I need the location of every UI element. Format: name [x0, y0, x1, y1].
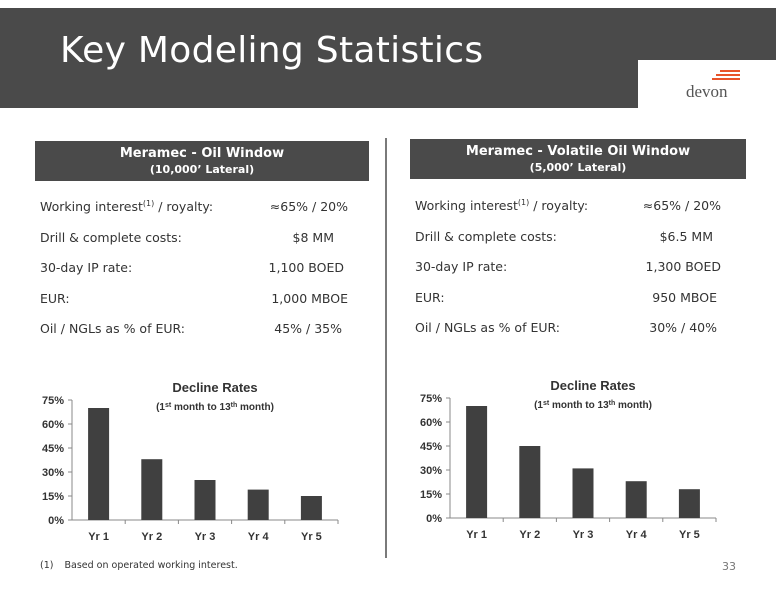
stat-row-working-interest: Working interest(1) / royalty: ≈65% / 20…: [415, 198, 721, 229]
y-tick-label: 30%: [42, 467, 64, 479]
bar-yr-5: [678, 489, 700, 518]
x-tick-label: Yr 3: [573, 529, 594, 541]
bar-yr-1: [88, 408, 110, 520]
y-tick-label: 15%: [420, 489, 442, 501]
stat-value: 30% / 40%: [649, 320, 717, 335]
stat-label: 30-day IP rate:: [415, 259, 508, 274]
panel-heading: Meramec - Oil Window: [119, 146, 285, 161]
stat-value: ≈65% / 20%: [269, 199, 348, 214]
stat-label: Drill & complete costs:: [415, 228, 557, 244]
panel-header-oil-window: Meramec - Oil Window (10,000’ Lateral): [35, 141, 369, 181]
x-tick-label: Yr 2: [519, 529, 540, 541]
y-tick-label: 30%: [420, 465, 442, 477]
stats-list-oil-window: Working interest(1) / royalty: ≈65% / 20…: [40, 199, 348, 352]
footnote: (1) Based on operated working interest.: [40, 560, 238, 571]
stat-label: Working interest(1) / royalty:: [415, 198, 589, 214]
y-tick-label: 75%: [42, 395, 64, 407]
y-tick-label: 0%: [48, 515, 64, 527]
stat-label: 30-day IP rate:: [40, 260, 133, 275]
x-tick-label: Yr 2: [141, 531, 162, 543]
stat-value: $8 MM: [292, 229, 334, 245]
x-tick-label: Yr 4: [248, 531, 270, 543]
footnote-text: Based on operated working interest.: [64, 560, 238, 571]
bar-yr-2: [141, 459, 163, 520]
chart-title: Decline Rates: [172, 380, 257, 395]
stat-row-drill-complete-costs: Drill & complete costs: $8 MM: [40, 230, 348, 261]
stat-label: EUR:: [40, 290, 70, 306]
stat-label: Oil / NGLs as % of EUR:: [40, 321, 186, 336]
logo-wordmark: devon: [686, 82, 728, 101]
center-divider: [385, 138, 387, 558]
y-tick-label: 45%: [420, 441, 442, 453]
footnote-number: (1): [40, 560, 54, 571]
stat-row-ip-rate: 30-day IP rate: 1,100 BOED: [40, 260, 348, 291]
stat-row-drill-complete-costs: Drill & complete costs: $6.5 MM: [415, 229, 721, 260]
y-tick-label: 0%: [426, 513, 442, 525]
chart-title: Decline Rates: [550, 378, 635, 393]
stat-row-eur: EUR: 950 MBOE: [415, 290, 721, 321]
chart-subtitle: (1st month to 13th month): [534, 400, 652, 412]
stat-label: Working interest(1) / royalty:: [40, 199, 214, 215]
panel-header-volatile-oil-window: Meramec - Volatile Oil Window (5,000’ La…: [410, 139, 746, 179]
page-title: Key Modeling Statistics: [60, 30, 484, 71]
stat-row-oil-ngl-share: Oil / NGLs as % of EUR: 30% / 40%: [415, 320, 721, 351]
stat-value: ≈65% / 20%: [642, 198, 721, 213]
stat-row-ip-rate: 30-day IP rate: 1,300 BOED: [415, 259, 721, 290]
bar-yr-4: [625, 481, 647, 518]
decline-rates-chart-oil-window: Decline Rates (1st month to 13th month) 0%…: [42, 380, 339, 543]
stat-value: 1,300 BOED: [645, 259, 721, 274]
x-tick-label: Yr 5: [679, 529, 700, 541]
stat-label: Oil / NGLs as % of EUR:: [415, 320, 561, 335]
y-tick-label: 75%: [420, 393, 442, 405]
stat-label: EUR:: [415, 289, 445, 305]
page-number: 33: [722, 560, 736, 573]
chart-subtitle: (1st month to 13th month): [156, 402, 274, 414]
panel-subheading: (5,000’ Lateral): [529, 161, 627, 174]
stat-label: Drill & complete costs:: [40, 229, 182, 245]
decline-rates-chart-volatile-oil-window: Decline Rates (1st month to 13th month) 0%…: [420, 378, 717, 541]
bar-yr-3: [572, 468, 594, 518]
stats-list-volatile-oil-window: Working interest(1) / royalty: ≈65% / 20…: [415, 198, 721, 351]
bar-yr-2: [519, 446, 541, 518]
bar-yr-4: [247, 489, 269, 520]
x-tick-label: Yr 1: [88, 531, 109, 543]
bar-yr-5: [300, 496, 322, 520]
x-tick-label: Yr 4: [626, 529, 648, 541]
stat-value: 1,100 BOED: [268, 260, 344, 275]
stat-row-eur: EUR: 1,000 MBOE: [40, 291, 348, 322]
stat-value: 45% / 35%: [274, 321, 342, 336]
stat-value: $6.5 MM: [659, 228, 713, 244]
y-tick-label: 45%: [42, 443, 64, 455]
logo-area: [638, 60, 776, 110]
stat-value: 1,000 MBOE: [271, 290, 348, 306]
logo-stripes-icon: [712, 70, 740, 80]
title-banner-notch: [686, 8, 776, 60]
panel-heading: Meramec - Volatile Oil Window: [465, 144, 691, 159]
x-tick-label: Yr 3: [195, 531, 216, 543]
title-banner: [0, 8, 686, 108]
stat-row-oil-ngl-share: Oil / NGLs as % of EUR: 45% / 35%: [40, 321, 348, 352]
stat-value: 950 MBOE: [652, 289, 717, 305]
bar-yr-1: [466, 406, 488, 518]
x-tick-label: Yr 1: [466, 529, 487, 541]
stat-row-working-interest: Working interest(1) / royalty: ≈65% / 20…: [40, 199, 348, 230]
y-tick-label: 60%: [420, 417, 442, 429]
panel-subheading: (10,000’ Lateral): [149, 163, 255, 176]
x-tick-label: Yr 5: [301, 531, 322, 543]
y-tick-label: 15%: [42, 491, 64, 503]
bar-yr-3: [194, 480, 216, 520]
y-tick-label: 60%: [42, 419, 64, 431]
